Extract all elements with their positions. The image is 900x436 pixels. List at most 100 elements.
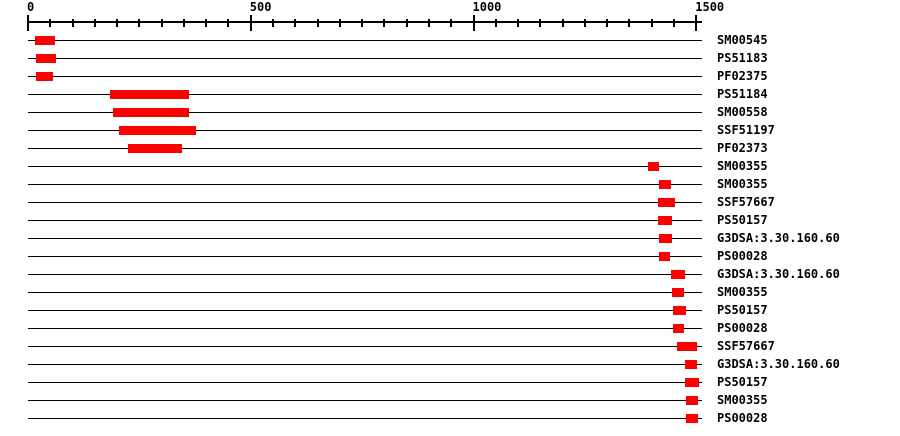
feature-span	[659, 234, 673, 243]
sequence-line	[28, 238, 703, 239]
feature-span	[673, 306, 686, 315]
feature-span	[36, 54, 57, 63]
axis-minor-tick	[182, 19, 185, 27]
sequence-line	[28, 274, 703, 275]
feature-label: SSF57667	[717, 195, 775, 209]
axis-tick-label: 500	[249, 0, 272, 14]
sequence-line	[28, 328, 703, 329]
feature-span	[36, 72, 53, 81]
sequence-line	[28, 94, 703, 95]
axis-line	[28, 21, 703, 23]
axis-major-tick	[27, 15, 29, 31]
axis-minor-tick	[583, 19, 586, 27]
feature-span	[658, 198, 676, 207]
feature-span	[109, 90, 189, 99]
feature-span	[35, 36, 56, 45]
sequence-line	[28, 58, 703, 59]
feature-label: G3DSA:3.30.160.60	[717, 357, 840, 371]
feature-span	[127, 144, 183, 153]
axis-minor-tick	[494, 19, 497, 27]
axis-minor-tick	[338, 19, 341, 27]
feature-label: SM00545	[717, 33, 768, 47]
axis-minor-tick	[294, 19, 297, 27]
axis-minor-tick	[517, 19, 520, 27]
axis-minor-tick	[272, 19, 275, 27]
feature-span	[113, 108, 189, 117]
axis-minor-tick	[93, 19, 96, 27]
sequence-line	[28, 130, 703, 131]
feature-label: SM00558	[717, 105, 768, 119]
feature-span	[659, 180, 672, 189]
feature-span	[685, 360, 698, 369]
axis-minor-tick	[606, 19, 609, 27]
axis-minor-tick	[227, 19, 230, 27]
axis-major-tick	[249, 15, 252, 31]
axis-minor-tick	[49, 19, 52, 27]
feature-label: SM00355	[717, 285, 768, 299]
feature-span	[648, 162, 660, 171]
axis-tick-label: 1500	[695, 0, 725, 14]
axis-minor-tick	[628, 19, 631, 27]
feature-span	[686, 414, 699, 423]
sequence-line	[28, 382, 703, 383]
feature-span	[671, 270, 686, 279]
feature-span	[118, 126, 196, 135]
axis-minor-tick	[71, 19, 74, 27]
feature-label: PS50157	[717, 213, 768, 227]
sequence-line	[28, 220, 703, 221]
feature-span	[658, 216, 673, 225]
feature-label: G3DSA:3.30.160.60	[717, 231, 840, 245]
sequence-line	[28, 256, 703, 257]
feature-span	[677, 342, 698, 351]
sequence-line	[28, 310, 703, 311]
axis-minor-tick	[160, 19, 163, 27]
feature-span	[659, 252, 671, 261]
feature-label: SSF51197	[717, 123, 775, 137]
axis-minor-tick	[205, 19, 208, 27]
feature-label: PS00028	[717, 249, 768, 263]
sequence-line	[28, 184, 703, 185]
axis-major-tick	[695, 15, 698, 31]
sequence-line	[28, 112, 703, 113]
feature-label: G3DSA:3.30.160.60	[717, 267, 840, 281]
axis-minor-tick	[361, 19, 364, 27]
axis-minor-tick	[316, 19, 319, 27]
feature-label: SM00355	[717, 177, 768, 191]
axis-minor-tick	[138, 19, 141, 27]
feature-span	[672, 288, 685, 297]
sequence-line	[28, 292, 703, 293]
feature-label: SM00355	[717, 159, 768, 173]
feature-label: SM00355	[717, 393, 768, 407]
axis-major-tick	[472, 15, 475, 31]
sequence-line	[28, 148, 703, 149]
axis-minor-tick	[450, 19, 453, 27]
axis-minor-tick	[672, 19, 675, 27]
feature-span	[685, 378, 700, 387]
feature-label: PS51184	[717, 87, 768, 101]
axis-minor-tick	[116, 19, 119, 27]
sequence-line	[28, 76, 703, 77]
axis-minor-tick	[427, 19, 430, 27]
axis-minor-tick	[561, 19, 564, 27]
sequence-line	[28, 400, 703, 401]
feature-span	[686, 396, 699, 405]
feature-label: PF02373	[717, 141, 768, 155]
axis-tick-label: 0	[27, 0, 35, 14]
axis-minor-tick	[405, 19, 408, 27]
sequence-line	[28, 346, 703, 347]
sequence-line	[28, 364, 703, 365]
sequence-line	[28, 418, 703, 419]
feature-label: PS00028	[717, 321, 768, 335]
sequence-line	[28, 202, 703, 203]
feature-label: SSF57667	[717, 339, 775, 353]
axis-minor-tick	[539, 19, 542, 27]
axis-tick-label: 1000	[472, 0, 502, 14]
sequence-line	[28, 40, 703, 41]
feature-label: PS00028	[717, 411, 768, 425]
feature-span	[673, 324, 685, 333]
feature-label: PS51183	[717, 51, 768, 65]
feature-label: PS50157	[717, 375, 768, 389]
feature-label: PF02375	[717, 69, 768, 83]
sequence-line	[28, 166, 703, 167]
